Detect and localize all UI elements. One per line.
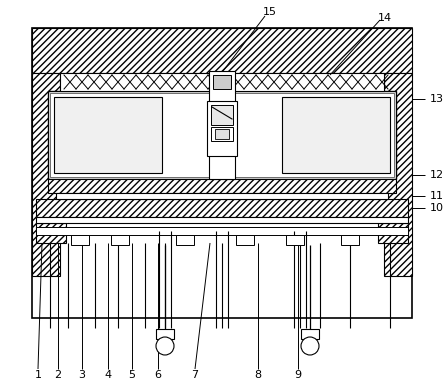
Bar (341, 235, 359, 245)
Bar (32, 28, 412, 318)
Bar (54, 97, 162, 173)
Text: 14: 14 (378, 13, 392, 23)
Circle shape (156, 337, 174, 355)
Bar (211, 105, 233, 125)
Text: 3: 3 (78, 370, 85, 380)
Bar (236, 235, 254, 245)
Bar (50, 93, 394, 177)
Bar (282, 97, 390, 173)
Text: 7: 7 (191, 370, 198, 380)
Text: 15: 15 (263, 7, 277, 17)
Text: 11: 11 (430, 191, 443, 201)
Text: 4: 4 (105, 370, 112, 380)
Bar (207, 101, 237, 156)
Text: 9: 9 (295, 370, 302, 380)
Text: 6: 6 (155, 370, 162, 380)
Bar (71, 235, 89, 245)
Text: 5: 5 (128, 370, 136, 380)
Bar (111, 235, 129, 245)
Bar (384, 73, 412, 276)
Bar (213, 75, 231, 89)
Bar (211, 127, 233, 141)
Text: 8: 8 (254, 370, 261, 380)
Bar (286, 235, 304, 245)
Bar (378, 223, 408, 243)
Bar (36, 223, 66, 243)
Bar (36, 217, 408, 223)
Text: 1: 1 (35, 370, 42, 380)
Bar (209, 71, 235, 179)
Text: 2: 2 (54, 370, 62, 380)
Bar (156, 329, 174, 339)
Bar (32, 73, 60, 276)
Bar (301, 329, 319, 339)
Bar (36, 227, 408, 235)
Circle shape (301, 337, 319, 355)
Bar (60, 73, 384, 91)
Text: 10: 10 (430, 203, 443, 213)
Bar (32, 28, 412, 73)
Bar (48, 179, 396, 193)
Bar (215, 129, 229, 139)
Bar (36, 199, 408, 217)
Text: 12: 12 (430, 170, 443, 180)
Bar (48, 91, 396, 179)
Bar (56, 193, 388, 199)
Bar (176, 235, 194, 245)
Text: 13: 13 (430, 94, 443, 104)
